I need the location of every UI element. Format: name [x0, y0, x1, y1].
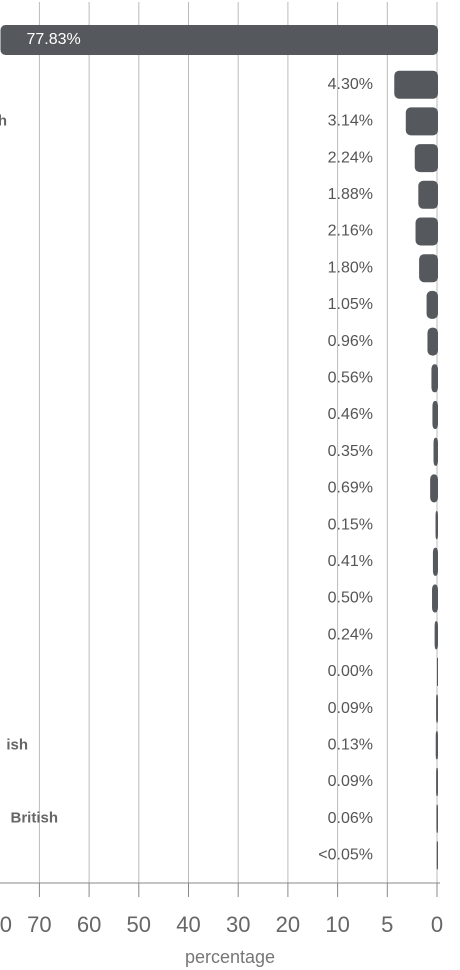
bar [436, 804, 438, 833]
data-label: 0.13% [328, 737, 373, 754]
category-label: h [0, 112, 7, 129]
bar [427, 327, 438, 356]
bar [426, 290, 438, 319]
x-tick-label: 0 [431, 912, 443, 937]
x-tick-label: 80 [0, 912, 12, 937]
x-tick-label: 70 [27, 912, 51, 937]
bar [430, 474, 438, 503]
category-label: ish [6, 736, 28, 753]
data-label: 0.06% [328, 810, 373, 827]
category-label: British [10, 810, 58, 827]
bar [432, 401, 438, 429]
bar [394, 70, 438, 99]
x-axis-label: percentage [185, 947, 275, 967]
x-tick-label: 50 [127, 912, 151, 937]
data-label: 0.15% [328, 516, 373, 533]
data-label: 1.05% [328, 296, 373, 313]
data-label: 2.24% [328, 149, 373, 166]
bar [0, 25, 439, 55]
x-tick-label: 20 [276, 912, 300, 937]
bar [434, 621, 438, 650]
data-label: 0.69% [328, 480, 373, 497]
data-label: 2.16% [328, 223, 373, 240]
data-label: 1.80% [328, 259, 373, 276]
x-tick-label: 30 [226, 912, 250, 937]
data-label: 0.35% [328, 443, 373, 460]
data-label: 0.24% [328, 626, 373, 643]
data-label: 1.88% [328, 186, 373, 203]
bar [437, 657, 438, 686]
bar [405, 107, 438, 136]
bar [414, 144, 438, 173]
bar [419, 254, 438, 283]
data-label: 0.41% [328, 553, 373, 570]
bar [432, 547, 438, 576]
x-tick-label: 60 [77, 912, 101, 937]
bar [418, 180, 438, 209]
bar [435, 731, 438, 760]
data-label: <0.05% [318, 847, 373, 864]
bar [436, 694, 438, 723]
bar [431, 364, 438, 393]
x-tick-label: 40 [176, 912, 200, 937]
data-label: 3.14% [328, 113, 373, 130]
bar [433, 437, 438, 466]
data-label: 0.09% [328, 773, 373, 790]
bar [415, 217, 438, 246]
data-label: 0.00% [328, 663, 373, 680]
bar [432, 584, 438, 613]
data-label: 0.50% [328, 590, 373, 607]
x-tick-label: 5 [381, 912, 393, 937]
data-label: 4.30% [328, 76, 373, 93]
bar [435, 511, 438, 540]
data-label: 0.46% [328, 406, 373, 423]
bar [436, 841, 438, 870]
data-label: 0.09% [328, 700, 373, 717]
data-label: 77.83% [26, 31, 80, 48]
bar [436, 768, 438, 796]
data-label: 0.96% [328, 333, 373, 350]
data-label: 0.56% [328, 370, 373, 387]
x-tick-label: 10 [325, 912, 349, 937]
